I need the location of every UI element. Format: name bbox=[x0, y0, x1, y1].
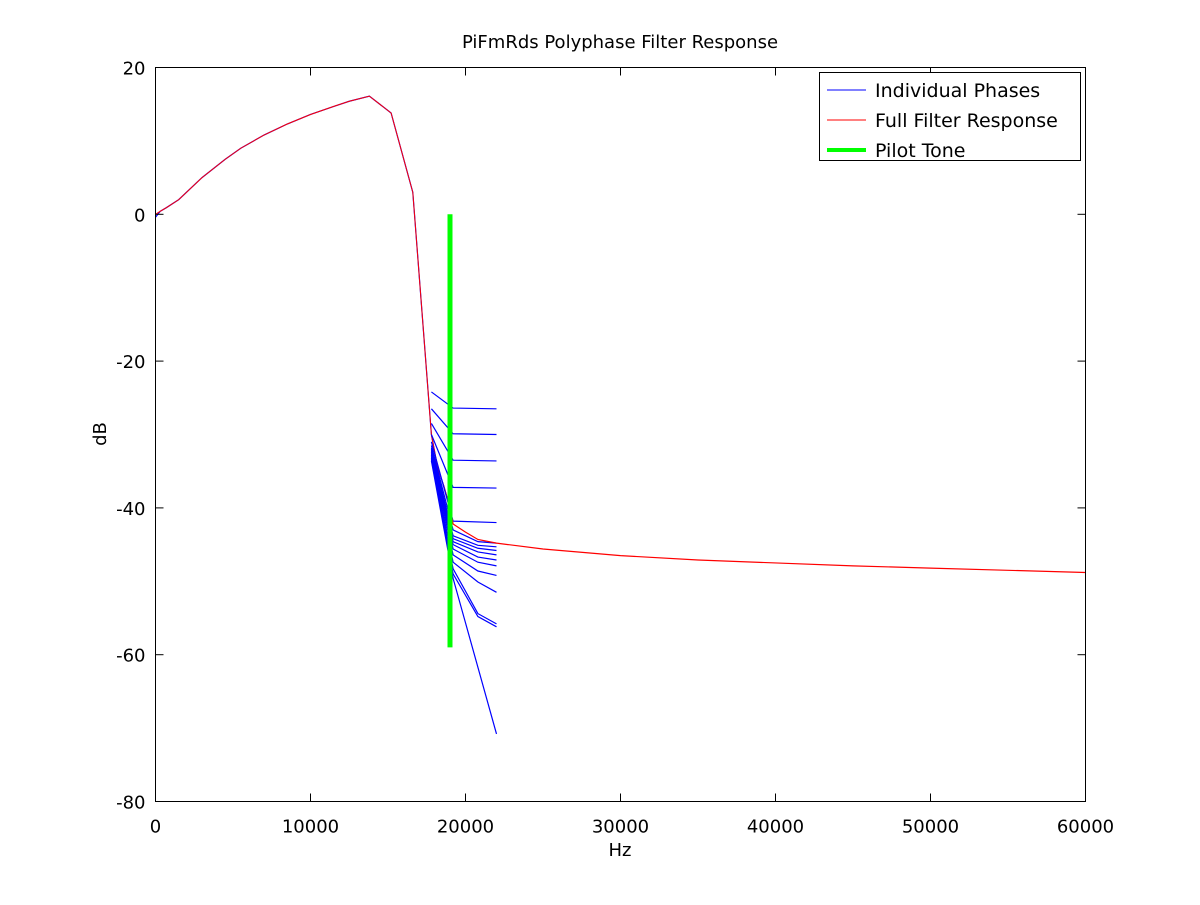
x-tick-label: 40000 bbox=[747, 817, 804, 838]
phase-line-1 bbox=[431, 391, 497, 410]
y-tick-label: -60 bbox=[116, 646, 145, 667]
legend-label-pilot: Pilot Tone bbox=[875, 140, 965, 162]
y-tick-label: 20 bbox=[123, 59, 146, 80]
x-tick-label: 60000 bbox=[1057, 817, 1114, 838]
phase-line-4 bbox=[430, 434, 497, 489]
phase-line-13 bbox=[430, 456, 497, 593]
phase-line-11 bbox=[430, 453, 497, 567]
phase-line-14 bbox=[430, 457, 497, 625]
full-filter-passband-line bbox=[155, 95, 451, 509]
legend: Individual Phases Full Filter Response P… bbox=[819, 72, 1081, 162]
phases-passband-line bbox=[155, 95, 451, 509]
ticks-layer: 0 10000 20000 30000 40000 50000 60000 -80 -60 -40… bbox=[116, 59, 1114, 838]
x-tick-label: 10000 bbox=[282, 817, 339, 838]
phase-line-12 bbox=[430, 454, 497, 577]
phase-line-10 bbox=[430, 451, 497, 561]
series-layer bbox=[155, 95, 1086, 735]
legend-label-full-filter: Full Filter Response bbox=[875, 110, 1058, 132]
phase-line-16 bbox=[430, 460, 498, 735]
y-tick-label: 0 bbox=[134, 205, 145, 226]
x-tick-label: 0 bbox=[150, 817, 161, 838]
y-tick-label: -40 bbox=[116, 499, 145, 520]
phase-line-2 bbox=[430, 408, 497, 436]
y-axis-title: dB bbox=[90, 422, 111, 446]
phase-line-3 bbox=[430, 423, 497, 462]
x-axis-title: Hz bbox=[609, 840, 632, 861]
full-filter-tail-line bbox=[449, 507, 1086, 574]
legend-box bbox=[819, 72, 1081, 161]
plot-frame bbox=[155, 67, 1086, 802]
chart-title: PiFmRds Polyphase Filter Response bbox=[462, 32, 778, 53]
x-tick-label: 30000 bbox=[592, 817, 649, 838]
y-tick-label: -80 bbox=[116, 793, 145, 814]
phase-line-6 bbox=[430, 445, 497, 544]
legend-label-phases: Individual Phases bbox=[875, 80, 1040, 102]
x-tick-label: 50000 bbox=[902, 817, 959, 838]
x-tick-label: 20000 bbox=[437, 817, 494, 838]
y-tick-label: -20 bbox=[116, 352, 145, 373]
